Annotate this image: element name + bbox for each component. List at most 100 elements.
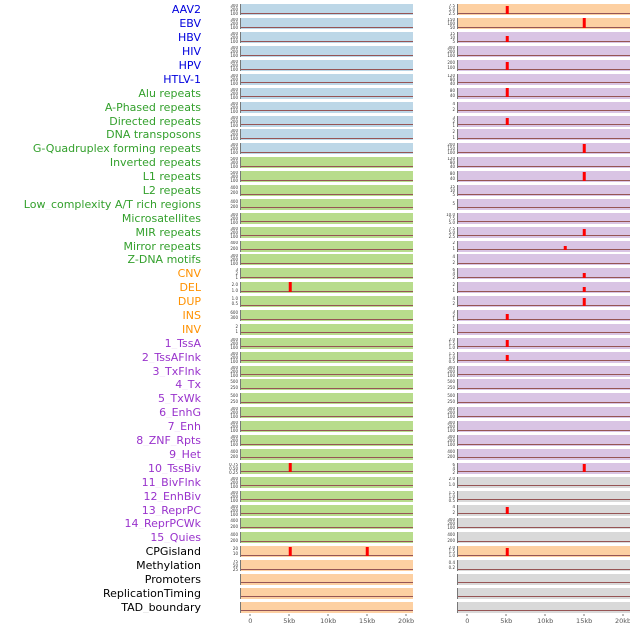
y-axis-ticks: 300 200 100 <box>206 407 240 418</box>
y-axis-ticks: 300 200 100 <box>206 338 240 349</box>
density-trace <box>458 387 630 389</box>
y-axis-tick-label: 300 <box>230 32 238 37</box>
y-axis-tick-label: 300 <box>230 60 238 64</box>
y-axis-tick-label: 300 <box>230 421 238 426</box>
y-axis-tick-label: 400 <box>230 532 238 538</box>
y-axis-tick-label: 100 <box>230 25 238 30</box>
density-trace <box>458 485 630 487</box>
y-axis-tick-label: 150 <box>447 146 455 152</box>
track-label: MIR repeats <box>135 226 201 238</box>
density-trace <box>241 249 413 251</box>
track-row: 5_TxWk 500 250 500 250 <box>0 392 630 406</box>
y-axis-tick-label: 300 <box>230 351 238 356</box>
density-trace <box>241 374 413 376</box>
y-axis-tick-label: 200 <box>230 229 238 235</box>
track-label: CNV <box>177 268 201 280</box>
y-axis-tick-label: 1.0 <box>448 354 455 360</box>
track-row: 3_TxFlnk 300 200 100 300 200 100 <box>0 364 630 378</box>
track-panel-col1 <box>240 546 413 558</box>
track-panel-col1 <box>240 407 413 419</box>
y-axis-tick-label: 2 <box>452 129 455 135</box>
y-axis-tick-label: 100 <box>230 511 238 516</box>
y-axis-tick-label: 200 <box>230 132 238 138</box>
track-panel-col2 <box>457 296 630 308</box>
y-axis-tick-label: 500 <box>230 393 238 399</box>
track-panel-col1 <box>240 212 413 224</box>
x-axis-tickmark <box>288 614 290 617</box>
track-label: 8_ZNF_Rpts <box>136 435 201 447</box>
track-panel-col1 <box>240 490 413 502</box>
y-axis-tick-label: 2 <box>452 313 455 319</box>
y-axis-tick-label: 120 <box>447 73 455 78</box>
track-panel-col1 <box>240 365 413 377</box>
density-trace <box>241 54 413 56</box>
track-label: HBV <box>177 32 201 44</box>
density-trace <box>241 276 413 278</box>
track-label: ReplicationTiming <box>102 587 201 599</box>
y-axis-tick-label: 200 <box>447 438 455 444</box>
y-axis-tick-label: 2.0 <box>448 337 455 342</box>
y-axis-tick-label: 75 <box>232 560 238 565</box>
signal-spike <box>583 18 586 28</box>
y-axis-tick-label: 2.0 <box>231 282 238 287</box>
y-axis-tick-label: 1.5 <box>448 340 455 346</box>
density-trace <box>241 471 413 473</box>
y-axis-tick-label: 10 <box>232 551 238 557</box>
density-trace <box>241 429 413 431</box>
y-axis-tick-label: 200 <box>447 424 455 430</box>
track-label: 12_EnhBiv <box>143 490 201 502</box>
y-axis-tick-label: 200 <box>447 537 455 543</box>
y-axis-tick-label: 200 <box>230 424 238 430</box>
y-axis-tick-label: 300 <box>447 365 455 370</box>
x-axis-tick-label: 0 <box>248 617 253 626</box>
y-axis-tick-label: 300 <box>230 18 238 23</box>
signal-spike <box>505 36 509 42</box>
density-trace <box>458 471 630 473</box>
track-panel-col1 <box>240 351 413 363</box>
x-axis-tick-label: 5kb <box>500 617 513 626</box>
y-axis-tick-label: 50 <box>232 563 238 569</box>
track-row: AAV2 300 200 100 7.5 5.0 2.5 <box>0 3 630 17</box>
y-axis-ticks: 300 200 100 <box>206 116 240 127</box>
density-trace <box>458 249 630 251</box>
density-trace <box>241 596 413 598</box>
y-axis-ticks: 300 200 100 <box>206 213 240 224</box>
y-axis-tick-label: 6 <box>452 268 455 273</box>
density-trace <box>241 12 413 14</box>
y-axis-ticks: 300 200 100 <box>206 491 240 502</box>
track-panel-col2 <box>457 171 630 183</box>
y-axis-tick-label: 80 <box>449 76 455 82</box>
y-axis-ticks <box>206 588 240 599</box>
track-label: Mirror repeats <box>123 240 202 252</box>
track-panel-col2 <box>457 240 630 252</box>
y-axis-tick-label: 80 <box>449 160 455 166</box>
y-axis-tick-label: 0.75 <box>229 462 238 467</box>
density-trace <box>241 110 413 112</box>
y-axis-tick-label: 400 <box>230 448 238 454</box>
density-trace <box>241 415 413 417</box>
y-axis-tick-label: 200 <box>447 368 455 374</box>
y-axis-tick-label: 1 <box>235 275 238 280</box>
x-axis-tick-label: 10kb <box>537 617 554 626</box>
y-axis-tick-label: 300 <box>447 421 455 426</box>
track-panel-col1 <box>240 157 413 169</box>
y-axis-tick-label: 15 <box>449 185 455 190</box>
density-trace <box>458 554 630 556</box>
y-axis-ticks: 2.01.51.00.5 <box>422 338 457 349</box>
y-axis-tick-label: 300 <box>230 46 238 51</box>
y-axis-ticks: 500 250 <box>422 393 457 404</box>
x-axis-tick-label: 20kb <box>614 617 630 626</box>
track-panel-col2 <box>457 587 630 599</box>
track-label: HTLV-1 <box>163 73 201 85</box>
density-trace <box>241 318 413 320</box>
y-axis-tick-label: 400 <box>230 240 238 246</box>
y-axis-tick-label: 2 <box>452 240 455 246</box>
track-row: 2_TssAFlnk 300 200 100 1.5 1.0 0.5 <box>0 350 630 364</box>
track-panel-col2 <box>457 601 630 613</box>
y-axis-tick-label: 100 <box>447 414 455 419</box>
track-rows-container: AAV2 300 200 100 7.5 5.0 2.5 EBV 300 200 100 150 100… <box>0 3 630 614</box>
y-axis-ticks <box>206 602 240 613</box>
